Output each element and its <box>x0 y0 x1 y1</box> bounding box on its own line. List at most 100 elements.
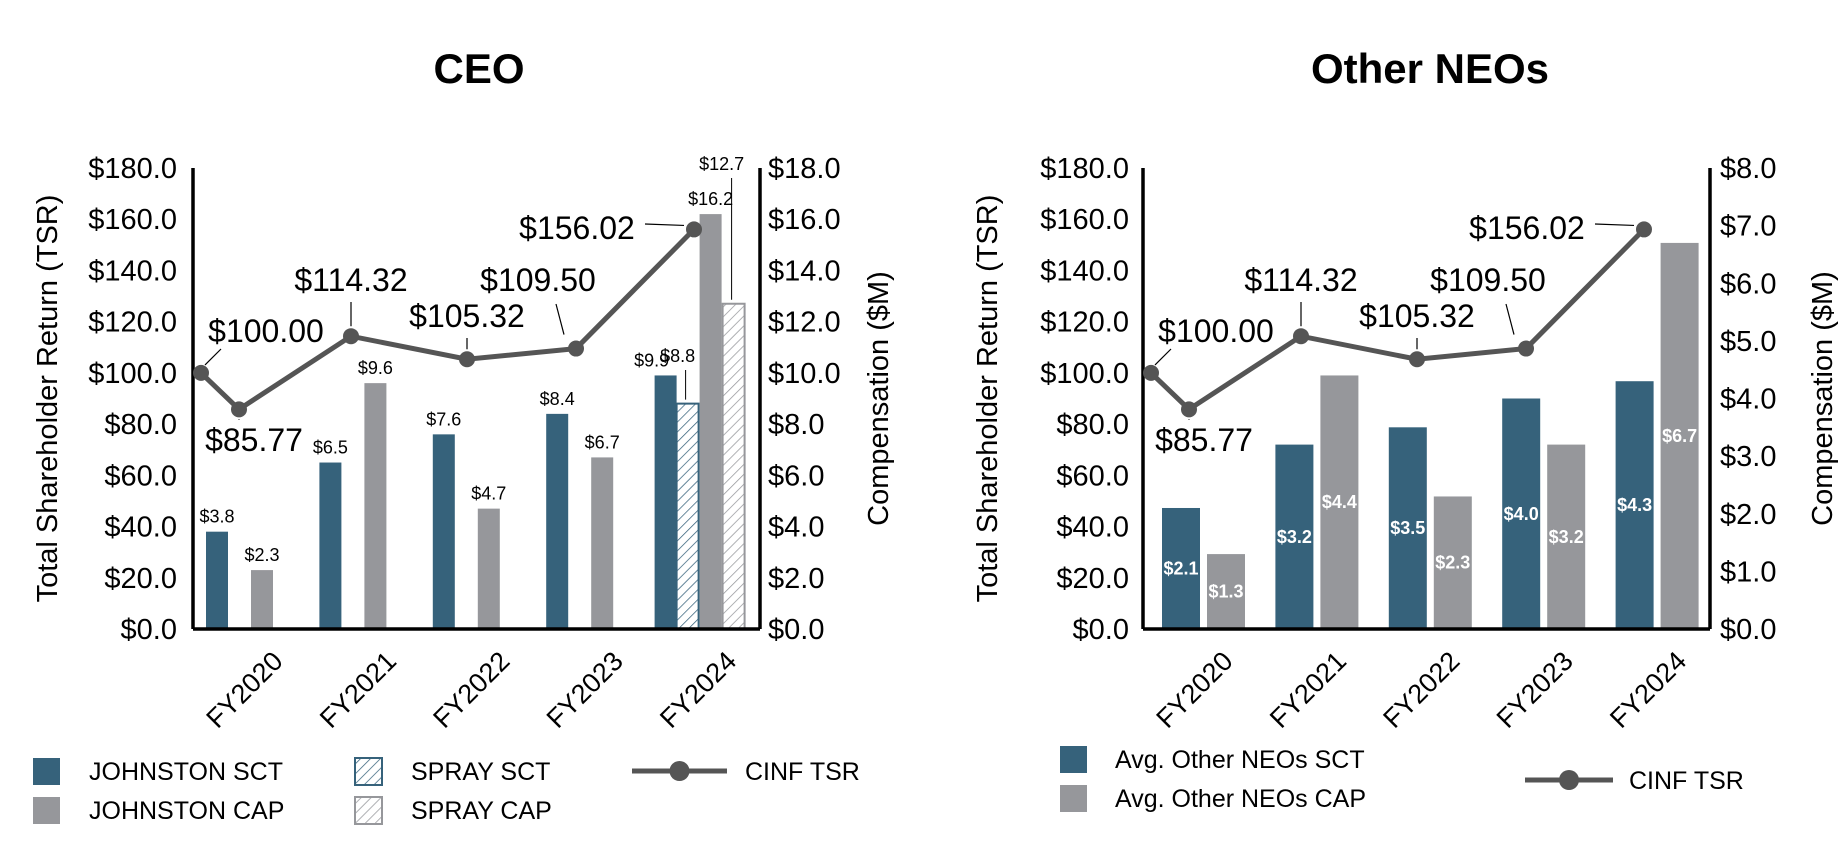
right-axis-tick-label: $1.0 <box>1720 556 1776 588</box>
right-axis-title: Compensation ($M) <box>863 271 895 526</box>
x-axis-category-label: FY2021 <box>314 646 402 734</box>
bar-avg-other-neos-sct <box>1388 427 1427 629</box>
legend-label: Avg. Other NEOs SCT <box>1115 746 1365 774</box>
left-axis-tick-label: $60.0 <box>1056 460 1129 492</box>
bar-value-label: $3.8 <box>199 507 234 527</box>
ceo-chart: CEO $0.0 $20.0 $40.0 $60.0 $80.0 $100.0 $120.0 $… <box>32 45 895 825</box>
bar-value-label: $3.5 <box>1390 518 1425 538</box>
legend-label: Avg. Other NEOs CAP <box>1115 785 1366 813</box>
tsr-value-label: $114.32 <box>1244 262 1357 298</box>
legend-label: CINF TSR <box>745 758 860 786</box>
legend-swatch <box>1060 746 1087 773</box>
tsr-point <box>1143 364 1159 381</box>
tsr-point <box>459 351 475 368</box>
bar-avg-other-neos-cap <box>1547 444 1586 629</box>
bar-johnston-sct <box>319 462 342 629</box>
tsr-value-label: $156.02 <box>1469 210 1585 246</box>
right-axis-tick-label: $8.0 <box>1720 153 1776 185</box>
bar-value-label: $2.1 <box>1163 558 1198 578</box>
right-axis-tick-label: $4.0 <box>1720 384 1776 416</box>
bar-value-label: $4.7 <box>471 484 506 504</box>
bar-value-label: $6.5 <box>313 438 348 458</box>
left-axis-tick-label: $160.0 <box>1040 204 1129 236</box>
left-axis-tick-label: $140.0 <box>88 255 177 287</box>
bar-johnston-sct <box>654 375 677 629</box>
left-axis-tick-label: $120.0 <box>1040 307 1129 339</box>
bar-value-label: $3.2 <box>1549 527 1584 547</box>
bar-value-label: $3.2 <box>1277 527 1312 547</box>
bar-avg-other-neos-sct <box>1162 507 1200 629</box>
tsr-line <box>1149 227 1646 413</box>
x-axis-category-label: FY2020 <box>201 646 289 734</box>
tsr-leader-line <box>1154 348 1172 366</box>
tsr-point <box>1181 401 1197 418</box>
legend-tsr-marker-icon <box>1559 770 1579 790</box>
left-axis-tick-label: $40.0 <box>1056 512 1129 544</box>
tsr-point <box>686 221 702 238</box>
right-axis-tick-label: $16.0 <box>768 204 841 236</box>
bar-johnston-cap <box>364 383 387 629</box>
tsr-leader-line <box>555 303 565 335</box>
tsr-point <box>568 340 584 357</box>
tsr-value-label: $105.32 <box>409 298 525 334</box>
tsr-value-label: $100.00 <box>208 313 324 349</box>
legend-swatch <box>33 797 60 824</box>
x-axis-category-label: FY2023 <box>541 646 629 734</box>
right-axis-tick-label: $0.0 <box>1720 614 1776 646</box>
tsr-value-label: $114.32 <box>294 262 407 298</box>
tsr-value-label: $109.50 <box>480 262 596 298</box>
bar-avg-other-neos-sct <box>1275 444 1314 629</box>
tsr-point <box>1518 340 1534 357</box>
legend-label: JOHNSTON CAP <box>89 797 284 825</box>
right-axis-tick-label: $14.0 <box>768 255 841 287</box>
bar-value-label: $2.3 <box>244 545 279 565</box>
tsr-point <box>343 328 359 345</box>
tsr-leader-line <box>1505 303 1515 335</box>
tsr-value-label: $85.77 <box>205 422 303 458</box>
legend: JOHNSTON SCT JOHNSTON CAP SPRAY SCT SPRAY C… <box>33 757 860 825</box>
left-axis-tick-label: $120.0 <box>88 307 177 339</box>
bar-value-label: $1.3 <box>1208 582 1243 602</box>
left-axis-title: Total Shareholder Return (TSR) <box>972 195 1004 603</box>
other-neos-chart: Other NEOs $0.0 $20.0 $40.0 $60.0 $80.0 $100.0… <box>972 45 1839 813</box>
right-axis-tick-label: $5.0 <box>1720 326 1776 358</box>
left-axis-tick-label: $100.0 <box>1040 358 1129 390</box>
legend-swatch <box>1060 785 1087 812</box>
x-axis-category-label: FY2022 <box>427 646 515 734</box>
tsr-point <box>1293 328 1309 345</box>
bar-value-label: $4.0 <box>1504 504 1539 524</box>
bar-value-label: $6.7 <box>585 432 620 452</box>
x-axis-category-label: FY2024 <box>654 646 742 734</box>
bar-value-label: $2.3 <box>1435 553 1470 573</box>
tsr-point <box>1636 221 1652 238</box>
chart-title: Other NEOs <box>1311 45 1549 92</box>
bar-avg-other-neos-cap <box>1660 242 1699 629</box>
right-axis-tick-label: $4.0 <box>768 512 824 544</box>
bar-johnston-cap <box>477 508 500 629</box>
tsr-value-label: $109.50 <box>1430 262 1546 298</box>
tsr-leader-line <box>644 223 685 227</box>
legend-swatch <box>33 758 60 785</box>
bar-value-label: $12.7 <box>699 154 744 174</box>
bar-avg-other-neos-cap <box>1207 554 1245 629</box>
left-axis-tick-label: $20.0 <box>1056 563 1129 595</box>
tsr-value-label: $105.32 <box>1359 298 1475 334</box>
left-axis-tick-label: $80.0 <box>1056 409 1129 441</box>
right-axis-tick-label: $8.0 <box>768 409 824 441</box>
bar-value-label: $16.2 <box>688 189 733 209</box>
right-axis-tick-label: $6.0 <box>768 460 824 492</box>
right-axis-tick-label: $10.0 <box>768 358 841 390</box>
left-axis-title: Total Shareholder Return (TSR) <box>32 195 64 603</box>
bar-johnston-sct <box>432 434 455 629</box>
legend-swatch <box>354 757 383 786</box>
left-axis-tick-label: $140.0 <box>1040 255 1129 287</box>
tsr-value-label: $100.00 <box>1158 313 1274 349</box>
right-axis-tick-label: $3.0 <box>1720 441 1776 473</box>
bar-johnston-sct <box>206 531 228 629</box>
right-axis-tick-label: $0.0 <box>768 614 824 646</box>
x-axis-category-label: FY2020 <box>1151 646 1239 734</box>
bar-avg-other-neos-cap <box>1320 375 1359 629</box>
right-axis-tick-label: $7.0 <box>1720 211 1776 243</box>
tsr-value-label: $156.02 <box>519 210 635 246</box>
bar-spray-sct <box>675 402 700 630</box>
